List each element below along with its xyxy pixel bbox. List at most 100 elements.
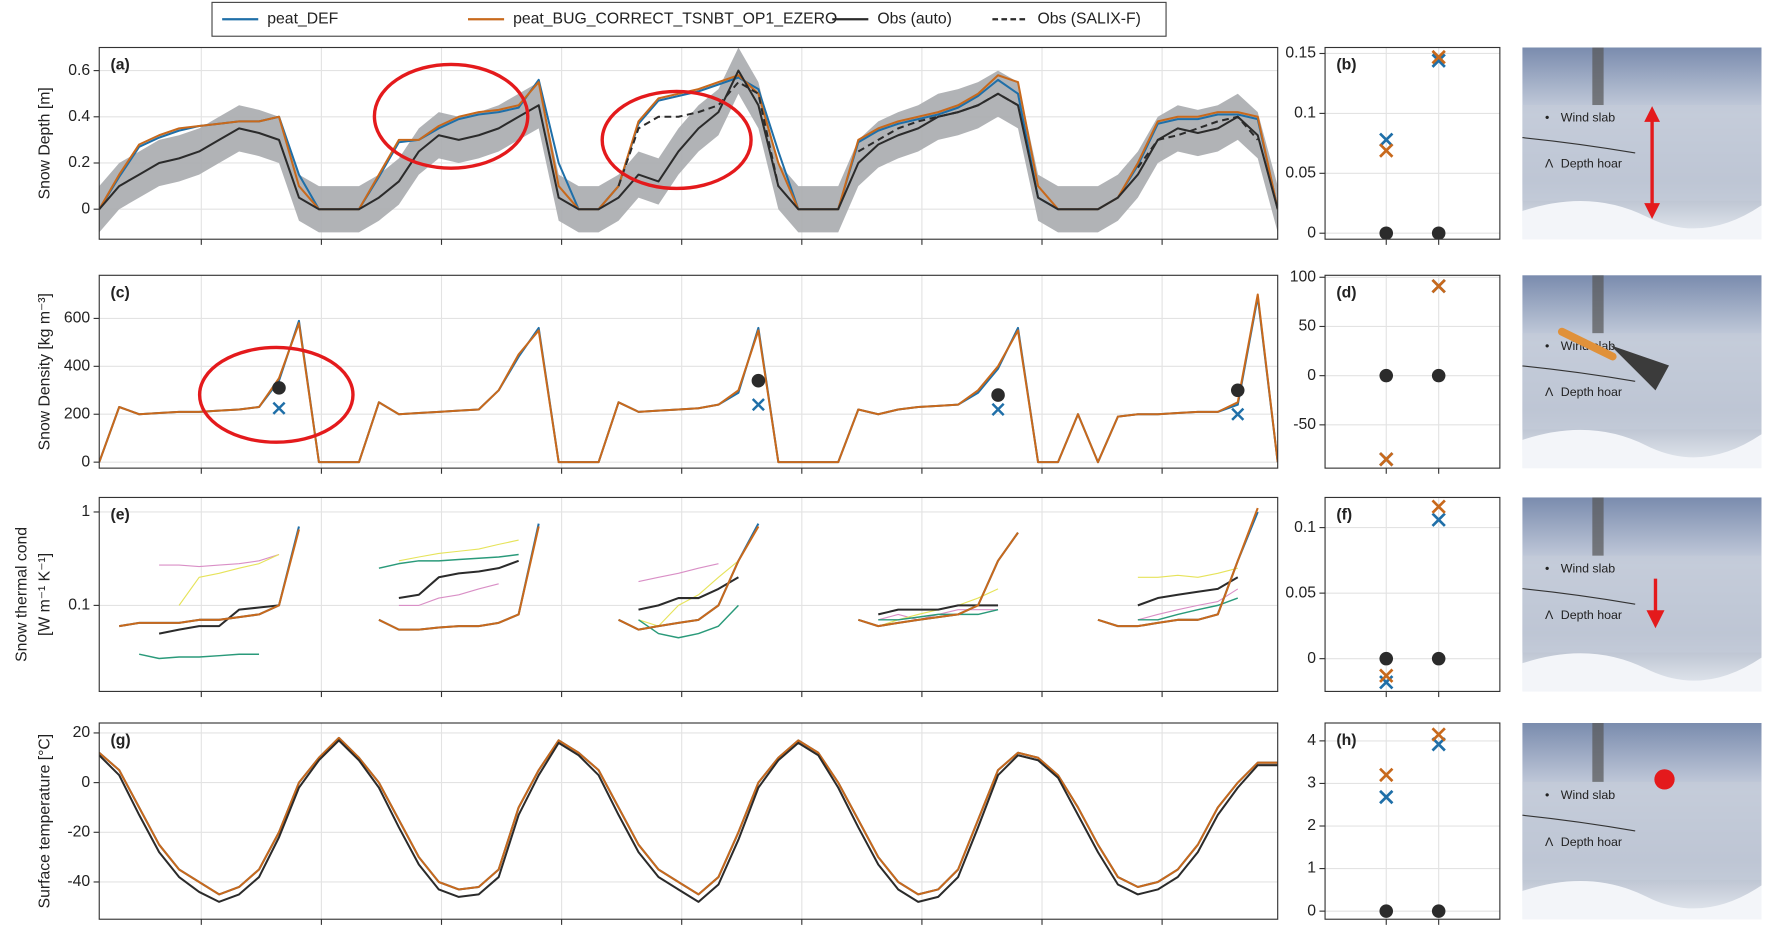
- y-tick-label: 100: [1290, 268, 1317, 285]
- series-line: [99, 736, 1278, 896]
- y-tick-label: 0.1: [1294, 105, 1316, 122]
- point: [751, 398, 765, 412]
- ruler: [1592, 275, 1604, 334]
- point: [1231, 407, 1245, 421]
- panel: -40 -20 0 20 (g) Surface temperature [°C]: [36, 722, 1279, 925]
- y-axis-label: Snow Depth [m]: [36, 87, 53, 199]
- point: [1431, 512, 1446, 527]
- y-tick-label: 1: [1307, 860, 1316, 877]
- plot-area: [1379, 499, 1446, 690]
- snow-surface: [1522, 429, 1762, 469]
- photo-label: Depth hoar: [1561, 385, 1622, 399]
- legend-label: Obs (SALIX-F): [1037, 10, 1140, 27]
- y-tick-label: 2: [1307, 817, 1316, 834]
- y-axis-label: Snow Density [kg m⁻³]: [36, 293, 53, 450]
- point: [1379, 767, 1394, 783]
- point: [1379, 651, 1394, 666]
- series-line: [158, 559, 1239, 635]
- plot-area: [1379, 727, 1446, 918]
- y-axis-label: [W m⁻¹ K⁻¹]: [36, 553, 53, 636]
- point: [751, 373, 766, 388]
- annotation-ellipse: [600, 89, 753, 191]
- y-tick-label: 0: [1307, 902, 1316, 919]
- series-line: [99, 295, 1278, 464]
- shovel-handle: [1557, 327, 1617, 361]
- plot-area: [1379, 49, 1446, 240]
- panel-label: (f): [1336, 507, 1352, 524]
- ruler: [1592, 47, 1604, 106]
- series-line: [99, 69, 1278, 211]
- plot-area: [99, 47, 1278, 233]
- legend-label: Obs (auto): [877, 10, 951, 27]
- y-tick-label: 50: [1298, 318, 1316, 335]
- panel: 0 1 2 3 4 (h): [1307, 722, 1501, 925]
- layer-line: [1522, 814, 1636, 832]
- point: [1431, 53, 1446, 68]
- plot-area: [99, 736, 1278, 903]
- panel: 0 0.05 0.1 0.15 (b): [1285, 45, 1501, 245]
- y-tick-label: -40: [67, 873, 90, 890]
- photo-label-marker: Λ: [1545, 385, 1554, 399]
- series-line: [178, 539, 1238, 627]
- point: [1431, 499, 1446, 514]
- panel: 0 0.2 0.4 0.6 (a) Snow Depth [m]: [36, 46, 1279, 245]
- photo-label-marker: •: [1545, 562, 1549, 576]
- y-tick-label: -50: [1293, 416, 1316, 433]
- axes-frame: [98, 46, 1279, 240]
- y-tick-label: 200: [64, 405, 91, 422]
- y-tick-label: 0: [81, 774, 90, 791]
- marker-dot: [1654, 769, 1675, 790]
- point: [1431, 651, 1446, 666]
- photo-label: Depth hoar: [1561, 835, 1622, 849]
- panel-label: (b): [1336, 57, 1356, 74]
- panel: 0 200 400 600 (c) Snow Density [kg m⁻³]: [36, 274, 1279, 474]
- panel: -50 0 50 100 (d): [1290, 268, 1501, 474]
- axes-frame: [98, 274, 1279, 469]
- panel: 0.1 1 (e) Snow thermal cond [W m⁻¹ K⁻¹]: [14, 496, 1279, 698]
- axes-frame: [1324, 46, 1501, 240]
- panel-label: (h): [1336, 732, 1356, 749]
- annotation-ellipse: [372, 62, 530, 170]
- legend-label: peat_BUG_CORRECT_TSNBT_OP1_EZERO: [513, 10, 837, 27]
- point: [1230, 383, 1245, 398]
- snow-pit-wall: [1522, 105, 1762, 201]
- axes-frame: [1324, 274, 1501, 469]
- axes-frame: [98, 722, 1279, 920]
- point: [1431, 727, 1446, 742]
- panel-label: (d): [1336, 285, 1356, 302]
- y-tick-label: 0: [1307, 224, 1316, 241]
- photo-label: Wind slab: [1561, 111, 1616, 125]
- plot-area: [99, 293, 1278, 464]
- y-tick-label: 0.2: [68, 154, 90, 171]
- y-tick-label: 400: [64, 358, 91, 375]
- layer-line: [1522, 588, 1636, 605]
- snow-surface: [1522, 200, 1762, 240]
- layer-line: [1522, 137, 1636, 154]
- panel-label: (c): [111, 285, 130, 302]
- ruler: [1592, 497, 1604, 556]
- snow-pit-wall: [1522, 781, 1762, 880]
- series-line: [159, 553, 1239, 621]
- y-tick-label: 0: [81, 200, 90, 217]
- snow-surface: [1522, 881, 1762, 920]
- y-tick-label: 0.05: [1285, 584, 1316, 601]
- point: [991, 402, 1005, 416]
- y-tick-label: 0.15: [1285, 45, 1316, 62]
- y-axis-label: Surface temperature [°C]: [36, 734, 53, 909]
- y-tick-label: 3: [1307, 775, 1316, 792]
- series-line: [99, 293, 1278, 464]
- point: [1379, 668, 1394, 683]
- legend-label: peat_DEF: [267, 10, 338, 27]
- y-tick-label: 0.6: [68, 62, 90, 79]
- point: [1431, 278, 1446, 294]
- arrow-head: [1646, 610, 1665, 629]
- point: [991, 388, 1005, 402]
- series-line: [617, 81, 1259, 187]
- point: [1379, 143, 1394, 158]
- photo-label: Wind slab: [1561, 562, 1616, 576]
- axes-frame: [1324, 722, 1501, 920]
- panel-label: (a): [111, 57, 130, 74]
- ruler: [1592, 723, 1604, 782]
